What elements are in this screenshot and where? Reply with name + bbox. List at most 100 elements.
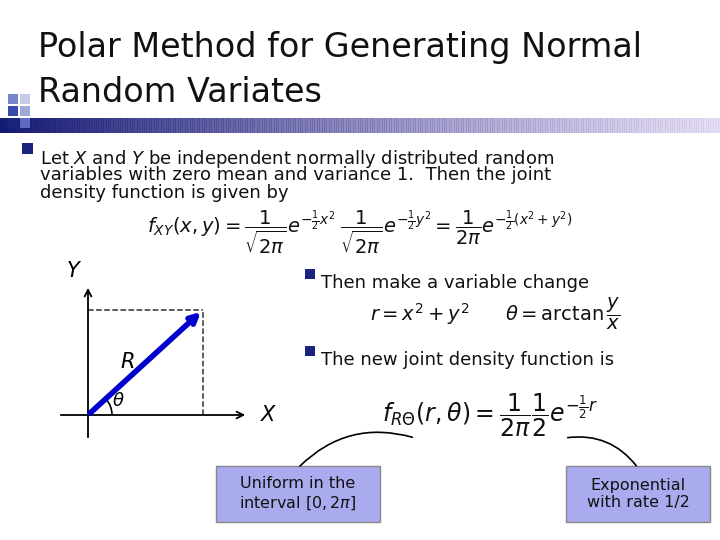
- Bar: [312, 118, 315, 133]
- Bar: [89, 118, 92, 133]
- Bar: [430, 118, 433, 133]
- Bar: [495, 118, 498, 133]
- Bar: [617, 118, 620, 133]
- Bar: [216, 118, 220, 133]
- Bar: [185, 118, 188, 133]
- Bar: [144, 118, 148, 133]
- Bar: [67, 118, 71, 133]
- Bar: [257, 118, 260, 133]
- Bar: [650, 118, 654, 133]
- Bar: [79, 118, 83, 133]
- Bar: [677, 118, 680, 133]
- Bar: [590, 118, 594, 133]
- Bar: [161, 118, 164, 133]
- Text: $r = x^2 + y^2$: $r = x^2 + y^2$: [370, 301, 469, 327]
- Bar: [101, 118, 104, 133]
- Bar: [53, 118, 56, 133]
- Bar: [475, 118, 479, 133]
- Bar: [115, 118, 119, 133]
- Bar: [696, 118, 699, 133]
- Bar: [175, 118, 179, 133]
- Bar: [259, 118, 263, 133]
- Bar: [646, 118, 649, 133]
- Bar: [603, 118, 606, 133]
- Bar: [146, 118, 150, 133]
- Bar: [516, 118, 519, 133]
- Bar: [639, 118, 642, 133]
- Text: Let $X$ and $Y$ be independent normally distributed random: Let $X$ and $Y$ be independent normally …: [40, 148, 554, 170]
- Text: $f_{R\Theta}(r,\theta) = \dfrac{1}{2\pi}\dfrac{1}{2}e^{-\frac{1}{2}r}$: $f_{R\Theta}(r,\theta) = \dfrac{1}{2\pi}…: [382, 392, 598, 438]
- Bar: [346, 118, 349, 133]
- Bar: [8, 94, 18, 104]
- Bar: [547, 118, 551, 133]
- Bar: [60, 118, 63, 133]
- Text: $\theta$: $\theta$: [112, 392, 125, 410]
- Bar: [490, 118, 493, 133]
- Bar: [542, 118, 546, 133]
- Bar: [405, 118, 409, 133]
- Bar: [387, 118, 390, 133]
- Bar: [540, 118, 544, 133]
- Bar: [583, 118, 587, 133]
- Bar: [449, 118, 452, 133]
- FancyBboxPatch shape: [216, 466, 380, 522]
- Bar: [343, 118, 346, 133]
- Bar: [274, 118, 277, 133]
- Bar: [22, 143, 33, 154]
- Text: density function is given by: density function is given by: [40, 184, 289, 202]
- Bar: [468, 118, 472, 133]
- Bar: [657, 118, 661, 133]
- Bar: [703, 118, 706, 133]
- Bar: [235, 118, 238, 133]
- Bar: [554, 118, 558, 133]
- Bar: [708, 118, 711, 133]
- Bar: [266, 118, 270, 133]
- Bar: [276, 118, 279, 133]
- Bar: [526, 118, 529, 133]
- Bar: [360, 118, 364, 133]
- Bar: [549, 118, 553, 133]
- Bar: [295, 118, 299, 133]
- Bar: [319, 118, 323, 133]
- Bar: [81, 118, 85, 133]
- Bar: [610, 118, 613, 133]
- Bar: [675, 118, 678, 133]
- Bar: [218, 118, 222, 133]
- Bar: [410, 118, 414, 133]
- Bar: [158, 118, 162, 133]
- Bar: [482, 118, 486, 133]
- Bar: [55, 118, 58, 133]
- Bar: [187, 118, 191, 133]
- Bar: [156, 118, 159, 133]
- Bar: [103, 118, 107, 133]
- Bar: [168, 118, 171, 133]
- Bar: [86, 118, 90, 133]
- Text: $\theta = \arctan\dfrac{y}{x}$: $\theta = \arctan\dfrac{y}{x}$: [505, 296, 621, 332]
- Bar: [153, 118, 157, 133]
- Bar: [189, 118, 193, 133]
- Bar: [247, 118, 251, 133]
- Bar: [225, 118, 229, 133]
- Bar: [173, 118, 176, 133]
- Bar: [331, 118, 335, 133]
- Text: Then make a variable change: Then make a variable change: [321, 274, 589, 292]
- Bar: [425, 118, 428, 133]
- Bar: [391, 118, 395, 133]
- Bar: [684, 118, 688, 133]
- Bar: [518, 118, 522, 133]
- Bar: [711, 118, 714, 133]
- Bar: [70, 118, 73, 133]
- Bar: [113, 118, 116, 133]
- Bar: [279, 118, 282, 133]
- Bar: [607, 118, 611, 133]
- Bar: [202, 118, 205, 133]
- Bar: [499, 118, 503, 133]
- Bar: [34, 118, 37, 133]
- Bar: [715, 118, 719, 133]
- Bar: [588, 118, 591, 133]
- Bar: [504, 118, 508, 133]
- Bar: [653, 118, 656, 133]
- Bar: [585, 118, 589, 133]
- Bar: [0, 118, 4, 133]
- Bar: [382, 118, 385, 133]
